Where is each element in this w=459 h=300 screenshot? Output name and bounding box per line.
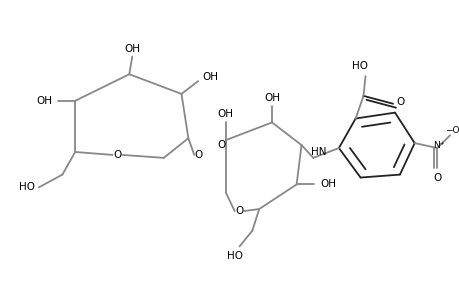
Text: HO: HO [351,61,367,71]
Text: OH: OH [217,109,233,118]
Text: HN: HN [311,147,326,157]
Text: N⁺: N⁺ [432,141,444,150]
Text: OH: OH [319,179,336,189]
Text: O: O [432,172,441,183]
Text: O: O [113,150,121,160]
Text: HO: HO [19,182,35,192]
Text: OH: OH [124,44,140,54]
Text: OH: OH [202,72,218,82]
Text: O: O [217,140,225,150]
Text: O: O [396,97,404,107]
Text: O: O [194,150,202,160]
Text: HO: HO [226,251,242,261]
Text: −O: −O [444,126,459,135]
Text: OH: OH [263,93,280,103]
Text: OH: OH [37,96,53,106]
Text: O: O [235,206,243,216]
